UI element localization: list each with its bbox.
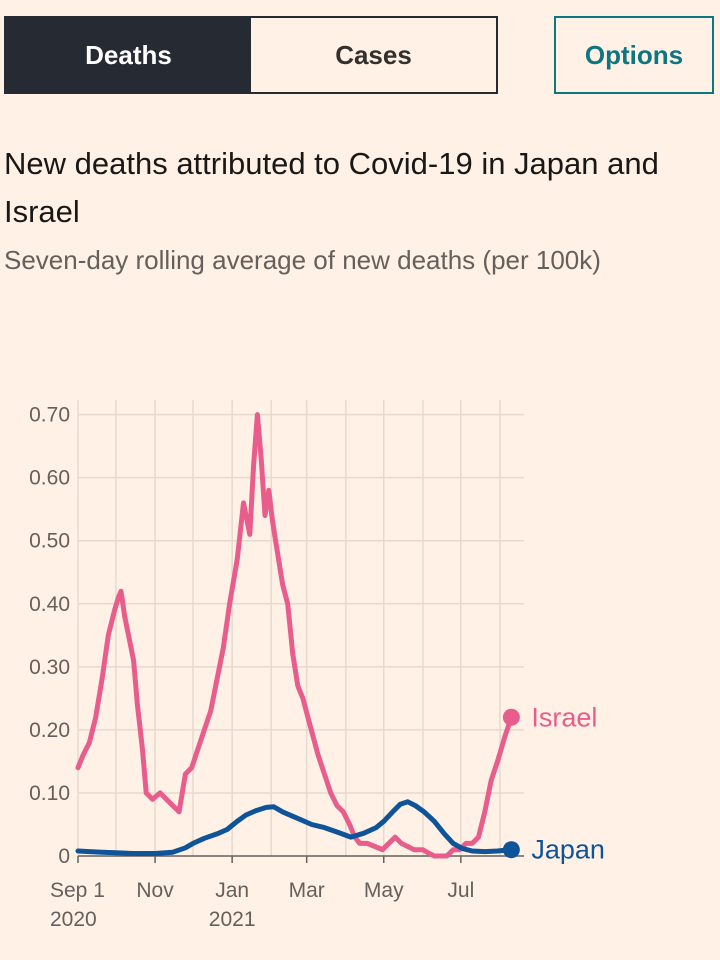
metric-tab-group: Deaths Cases (4, 16, 498, 94)
y-tick-label: 0 (58, 845, 70, 868)
y-tick-label: 0.10 (29, 782, 70, 805)
series-end-marker-israel (502, 708, 520, 726)
series-label-japan: Japan (531, 835, 605, 865)
tab-deaths[interactable]: Deaths (6, 18, 251, 92)
y-tick-label: 0.60 (29, 467, 70, 490)
series-end-marker-japan (502, 841, 520, 859)
chart-title: New deaths attributed to Covid-19 in Jap… (4, 146, 659, 229)
y-tick-label: 0.50 (29, 530, 70, 553)
x-tick-label: Sep 1 (50, 879, 105, 902)
chart-subtitle: Seven-day rolling average of new deaths … (4, 245, 601, 275)
series-line-israel (75, 412, 514, 859)
x-tick-label: Jan (215, 879, 249, 902)
y-tick-label: 0.20 (29, 719, 70, 742)
y-tick-label: 0.30 (29, 656, 70, 679)
x-tick-label: May (364, 879, 404, 902)
y-tick-label: 0.40 (29, 593, 70, 616)
x-tick-sublabel: 2020 (50, 908, 97, 931)
x-tick-sublabel: 2021 (209, 908, 256, 931)
tab-cases[interactable]: Cases (251, 18, 496, 92)
series-label-israel: Israel (531, 702, 597, 732)
x-tick-label: Nov (136, 879, 174, 902)
line-chart: 0 0.10 0.20 0.30 0.40 0.50 0.60 0.70 Sep 1 2020 No… (29, 400, 605, 931)
y-tick-label: 0.70 (29, 404, 70, 427)
series-line-japan (75, 799, 514, 856)
x-tick-label: Mar (289, 879, 325, 902)
x-tick-label: Jul (447, 879, 474, 902)
options-button[interactable]: Options (554, 16, 714, 94)
